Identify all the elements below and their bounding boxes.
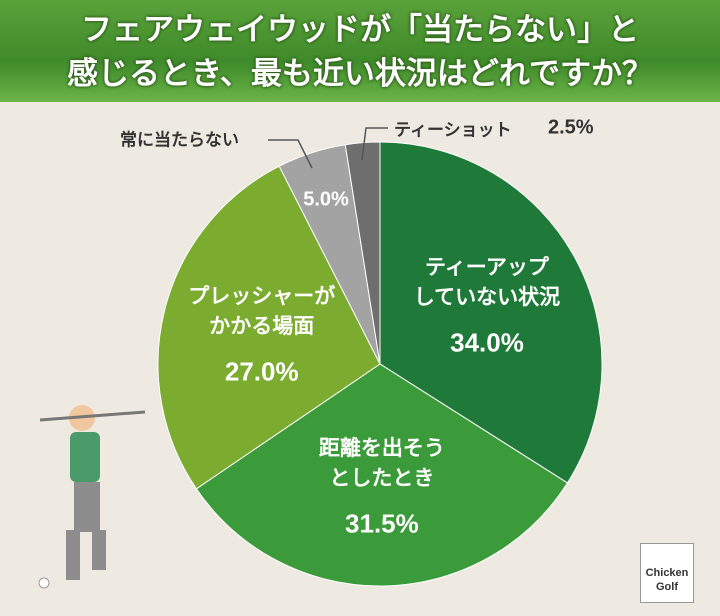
golfer (38, 405, 146, 589)
slice-label: ティーショット (394, 120, 512, 140)
pie-slice (195, 363, 569, 587)
chart-title: フェアウェイウッドが「当たらない」と 感じるとき、最も近い状況はどれですか？ (67, 12, 653, 91)
value-label: 27.0% (224, 356, 299, 387)
logo: Chicken Golf (640, 543, 694, 603)
value-label: 5.0% (303, 188, 349, 211)
pie-slice (379, 141, 603, 484)
leader-line (361, 127, 388, 161)
slice-label: ティーアップ していない状況 (413, 256, 561, 310)
value-label: 31.5% (345, 508, 419, 539)
header-band (0, 0, 720, 102)
slice-label: 距離を出そう としたとき (318, 437, 445, 491)
pie-slice (344, 141, 381, 365)
pie-slice (157, 165, 381, 490)
slice-label: プレッシャーが かかる場面 (188, 284, 336, 338)
value-label: 34.0% (450, 327, 524, 358)
value-label: 2.5% (548, 116, 594, 139)
slice-label: 常に当たらない (120, 130, 239, 150)
leader-line (268, 139, 313, 169)
